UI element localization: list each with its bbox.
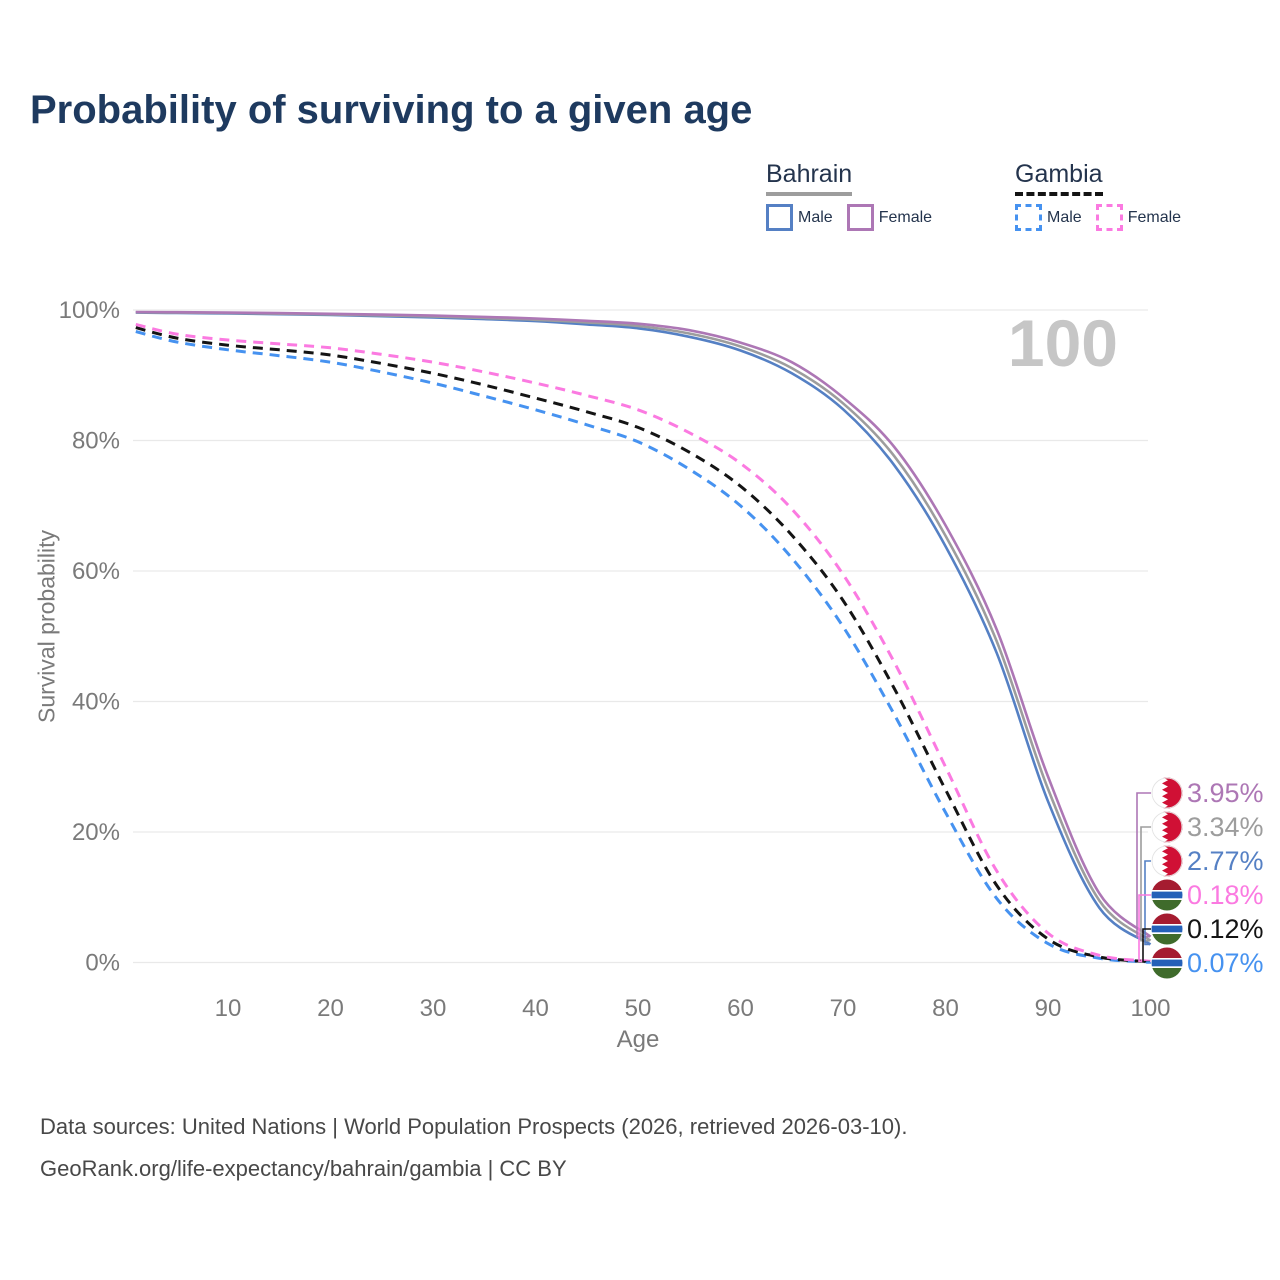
legend-items-bahrain: Male Female bbox=[766, 204, 932, 231]
x-tick-label: 40 bbox=[522, 995, 549, 1022]
legend-item-label: Female bbox=[1127, 208, 1182, 226]
end-value-label-bahrain-male: 2.77% bbox=[1187, 846, 1264, 876]
x-axis-ticks: 10 20 30 40 50 60 70 80 90 100 bbox=[215, 995, 1171, 1022]
gridlines: 0% 20% 40% 60% 80% 100% bbox=[59, 297, 1148, 977]
legend-group-title-gambia: Gambia bbox=[1015, 160, 1103, 196]
legend-swatch-bahrain-female-icon bbox=[846, 204, 874, 231]
page-title: Probability of surviving to a given age bbox=[30, 88, 753, 132]
end-value-label-gambia-male: 0.07% bbox=[1187, 948, 1264, 978]
legend-item-bahrain-female[interactable]: Female bbox=[846, 204, 933, 231]
legend-items-gambia: Male Female bbox=[1015, 204, 1181, 231]
series-curve-bahrain-female bbox=[135, 310, 1152, 938]
x-tick-label: 80 bbox=[932, 995, 959, 1022]
watermark-age-100: 100 bbox=[1008, 306, 1118, 380]
end-value-label-gambia-female: 0.18% bbox=[1187, 880, 1264, 910]
legend-item-label: Female bbox=[878, 208, 933, 226]
series-curve-gambia-female bbox=[135, 322, 1151, 963]
gambia-flag-icon bbox=[1151, 913, 1183, 945]
end-value-label-bahrain-all: 3.34% bbox=[1187, 812, 1264, 842]
footer-attribution: GeoRank.org/life-expectancy/bahrain/gamb… bbox=[40, 1156, 567, 1181]
series-curve-bahrain-male bbox=[135, 311, 1152, 946]
legend-item-bahrain-male[interactable]: Male bbox=[766, 204, 833, 231]
legend-item-label: Male bbox=[798, 208, 833, 226]
series-curve-gambia-male bbox=[135, 330, 1151, 964]
x-tick-label: 20 bbox=[317, 995, 344, 1022]
bahrain-flag-icon bbox=[1151, 845, 1183, 877]
bahrain-flag-icon bbox=[1151, 777, 1183, 809]
leader-line-bahrain-all bbox=[1140, 826, 1151, 942]
leader-line-bahrain-male bbox=[1144, 860, 1151, 946]
y-tick-label: 20% bbox=[72, 819, 120, 846]
gambia-flag-icon bbox=[1151, 879, 1183, 911]
end-value-label-gambia-all: 0.12% bbox=[1187, 914, 1264, 944]
x-tick-label: 100 bbox=[1130, 995, 1170, 1022]
footer: Data sources: United Nations | World Pop… bbox=[40, 1106, 907, 1190]
y-tick-label: 100% bbox=[59, 297, 120, 324]
y-tick-label: 40% bbox=[72, 689, 120, 716]
x-tick-label: 50 bbox=[625, 995, 652, 1022]
footer-data-sources: Data sources: United Nations | World Pop… bbox=[40, 1114, 908, 1139]
legend-item-label: Male bbox=[1047, 208, 1082, 226]
y-tick-label: 60% bbox=[72, 558, 120, 585]
legend-item-gambia-male[interactable]: Male bbox=[1015, 204, 1082, 231]
legend-swatch-gambia-female-icon bbox=[1095, 204, 1123, 231]
y-tick-label: 80% bbox=[72, 428, 120, 455]
legend-swatch-bahrain-male-icon bbox=[766, 204, 793, 231]
x-tick-label: 10 bbox=[215, 995, 242, 1022]
series-curve-gambia-all bbox=[135, 326, 1151, 964]
y-tick-label: 0% bbox=[85, 950, 120, 977]
legend-swatch-gambia-male-icon bbox=[1015, 204, 1042, 231]
series-curve-bahrain-all bbox=[135, 311, 1152, 942]
x-tick-label: 70 bbox=[830, 995, 857, 1022]
x-tick-label: 60 bbox=[727, 995, 754, 1022]
legend-group-title-bahrain: Bahrain bbox=[766, 160, 853, 196]
legend-group-bahrain: Bahrain Male Female bbox=[766, 160, 932, 231]
leader-line-gambia-male bbox=[1146, 961, 1151, 964]
legend-group-gambia: Gambia Male Female bbox=[1015, 160, 1181, 231]
end-value-label-bahrain-female: 3.95% bbox=[1187, 778, 1264, 808]
x-tick-label: 90 bbox=[1035, 995, 1062, 1022]
x-tick-label: 30 bbox=[420, 995, 447, 1022]
bahrain-flag-icon bbox=[1151, 811, 1183, 843]
y-axis-title: Survival probability bbox=[33, 529, 60, 724]
gambia-flag-icon bbox=[1151, 947, 1183, 979]
x-axis-title: Age bbox=[616, 1026, 660, 1053]
legend-item-gambia-female[interactable]: Female bbox=[1095, 204, 1182, 231]
